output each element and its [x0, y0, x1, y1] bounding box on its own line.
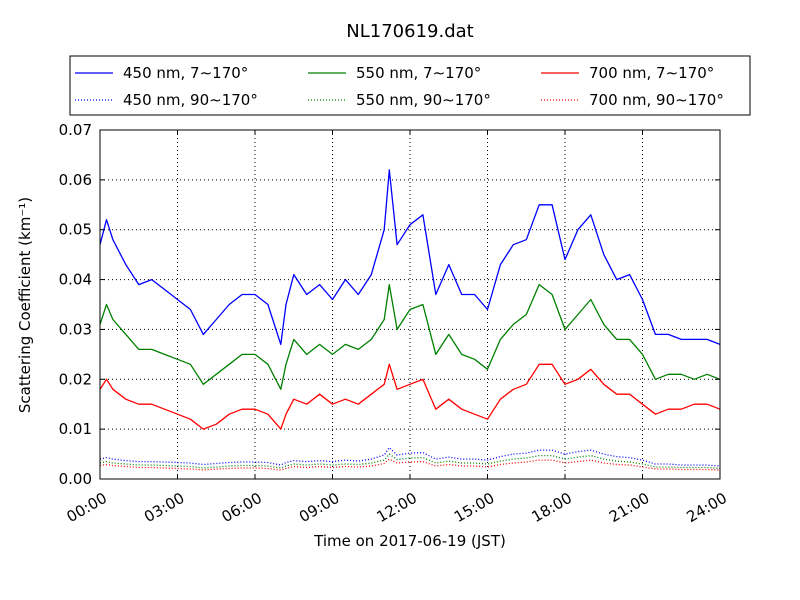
x-tick-label: 21:00 — [606, 489, 652, 526]
x-axis-label: Time on 2017-06-19 (JST) — [313, 532, 506, 550]
legend-label-5: 700 nm, 90∼170° — [589, 91, 724, 109]
chart-title: NL170619.dat — [346, 21, 473, 42]
x-tick-label: 00:00 — [64, 489, 110, 526]
grid-lines — [100, 130, 720, 479]
series-line-1 — [99, 283, 721, 390]
y-tick-label: 0.06 — [59, 171, 92, 189]
x-tick-label: 18:00 — [529, 489, 575, 526]
legend-box — [69, 55, 751, 116]
x-tick-label: 15:00 — [451, 489, 497, 526]
legend-label-1: 550 nm, 7∼170° — [356, 64, 481, 82]
series-layer — [99, 169, 721, 471]
legend-label-3: 450 nm, 90∼170° — [123, 91, 258, 109]
x-tick-label: 03:00 — [141, 489, 187, 526]
y-tick-label: 0.01 — [59, 420, 92, 438]
x-tick-label: 24:00 — [684, 489, 730, 526]
series-line-5 — [99, 458, 721, 471]
y-tick-label: 0.00 — [59, 470, 92, 488]
legend: 450 nm, 7∼170° 550 nm, 7∼170° 700 nm, 7∼17… — [69, 55, 751, 116]
x-tick-label: 12:00 — [374, 489, 420, 526]
y-axis-label: Scattering Coefficient (km⁻¹) — [16, 197, 34, 413]
legend-label-0: 450 nm, 7∼170° — [123, 64, 248, 82]
y-tick-label: 0.04 — [59, 271, 92, 289]
y-tick-label: 0.07 — [59, 121, 92, 139]
series-line-0 — [99, 169, 721, 346]
legend-label-4: 550 nm, 90∼170° — [356, 91, 491, 109]
y-tick-label: 0.05 — [59, 221, 92, 239]
series-line-2 — [99, 363, 721, 430]
y-tick-label: 0.02 — [59, 370, 92, 388]
y-axis: 0.00 0.01 0.02 0.03 0.04 0.05 0.06 0.07 — [59, 121, 720, 488]
legend-label-2: 700 nm, 7∼170° — [589, 64, 714, 82]
x-tick-label: 06:00 — [219, 489, 265, 526]
x-tick-label: 09:00 — [296, 489, 342, 526]
y-tick-label: 0.03 — [59, 320, 92, 338]
